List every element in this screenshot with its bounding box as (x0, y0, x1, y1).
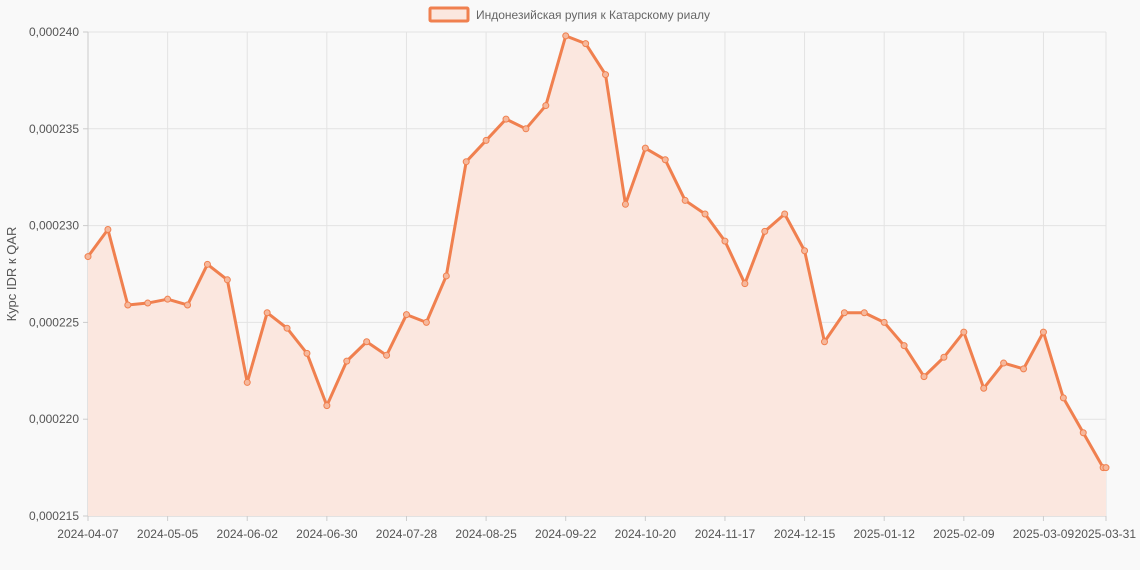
legend-swatch[interactable] (428, 6, 470, 23)
data-point[interactable] (1020, 365, 1028, 373)
data-point[interactable] (343, 357, 351, 365)
data-point[interactable] (442, 272, 450, 280)
y-tick-label: 0,000225 (29, 315, 79, 329)
x-tick-label: 2025-01-12 (854, 527, 916, 541)
data-point[interactable] (522, 125, 530, 133)
area-layer (88, 35, 1106, 517)
data-point[interactable] (860, 309, 868, 317)
data-point[interactable] (203, 260, 211, 268)
data-point[interactable] (422, 318, 430, 326)
data-point[interactable] (223, 276, 231, 284)
data-point[interactable] (323, 402, 331, 410)
y-tick-label: 0,000240 (29, 25, 79, 39)
data-point[interactable] (502, 115, 510, 123)
data-point[interactable] (363, 338, 371, 346)
y-axis-ticks: 0,000215 0,000220 0,000225 0,000230 0,000235… (29, 25, 88, 523)
data-point[interactable] (283, 324, 291, 332)
data-point[interactable] (582, 40, 590, 48)
x-tick-label: 2024-07-28 (376, 527, 438, 541)
y-tick-label: 0,000230 (29, 219, 79, 233)
x-tick-label: 2024-08-25 (455, 527, 517, 541)
data-point[interactable] (880, 318, 888, 326)
y-tick-label: 0,000215 (29, 509, 79, 523)
data-point[interactable] (1079, 429, 1087, 437)
data-point[interactable] (940, 353, 948, 361)
data-point[interactable] (761, 227, 769, 235)
data-point[interactable] (124, 301, 132, 309)
data-point[interactable] (482, 136, 490, 144)
data-point[interactable] (641, 144, 649, 152)
x-tick-label: 2024-06-02 (217, 527, 279, 541)
data-point[interactable] (562, 32, 570, 40)
points-layer (84, 32, 1110, 472)
data-point[interactable] (402, 311, 410, 319)
series-area (88, 35, 1106, 517)
x-tick-label: 2024-04-07 (57, 527, 119, 541)
data-point[interactable] (960, 328, 968, 336)
data-point[interactable] (243, 378, 251, 386)
x-tick-label: 2025-03-31 (1075, 527, 1137, 541)
data-point[interactable] (1000, 359, 1008, 367)
data-point[interactable] (104, 225, 112, 233)
data-point[interactable] (144, 299, 152, 307)
data-point[interactable] (801, 247, 809, 255)
data-point[interactable] (721, 237, 729, 245)
x-tick-label: 2024-12-15 (774, 527, 836, 541)
legend-label[interactable]: Индонезийская рупия к Катарскому риалу (476, 8, 710, 22)
data-point[interactable] (920, 373, 928, 381)
x-tick-label: 2024-06-30 (296, 527, 358, 541)
data-point[interactable] (383, 351, 391, 359)
data-point[interactable] (741, 280, 749, 288)
x-tick-label: 2025-03-09 (1013, 527, 1075, 541)
x-tick-label: 2025-02-09 (933, 527, 995, 541)
data-point[interactable] (900, 342, 908, 350)
data-point[interactable] (542, 102, 550, 110)
data-point[interactable] (1102, 464, 1110, 472)
data-point[interactable] (701, 210, 709, 218)
data-point[interactable] (1059, 394, 1067, 402)
x-axis-ticks: 2024-04-07 2024-05-05 2024-06-02 2024-06-30… (57, 516, 1136, 541)
data-point[interactable] (602, 71, 610, 79)
data-point[interactable] (303, 349, 311, 357)
y-tick-label: 0,000235 (29, 122, 79, 136)
x-tick-label: 2024-09-22 (535, 527, 597, 541)
data-point[interactable] (681, 196, 689, 204)
data-point[interactable] (661, 156, 669, 164)
x-tick-label: 2024-11-17 (695, 527, 756, 541)
data-point[interactable] (820, 338, 828, 346)
data-point[interactable] (980, 384, 988, 392)
data-point[interactable] (621, 200, 629, 208)
data-point[interactable] (781, 210, 789, 218)
y-tick-label: 0,000220 (29, 412, 79, 426)
data-point[interactable] (263, 309, 271, 317)
x-tick-label: 2024-05-05 (137, 527, 199, 541)
x-tick-label: 2024-10-20 (615, 527, 677, 541)
data-point[interactable] (184, 301, 192, 309)
data-point[interactable] (84, 253, 92, 261)
legend[interactable]: Индонезийская рупия к Катарскому риалу (428, 6, 710, 23)
data-point[interactable] (1039, 328, 1047, 336)
data-point[interactable] (164, 295, 172, 303)
data-point[interactable] (462, 158, 470, 166)
y-axis-title: Курс IDR к QAR (4, 227, 19, 322)
data-point[interactable] (840, 309, 848, 317)
